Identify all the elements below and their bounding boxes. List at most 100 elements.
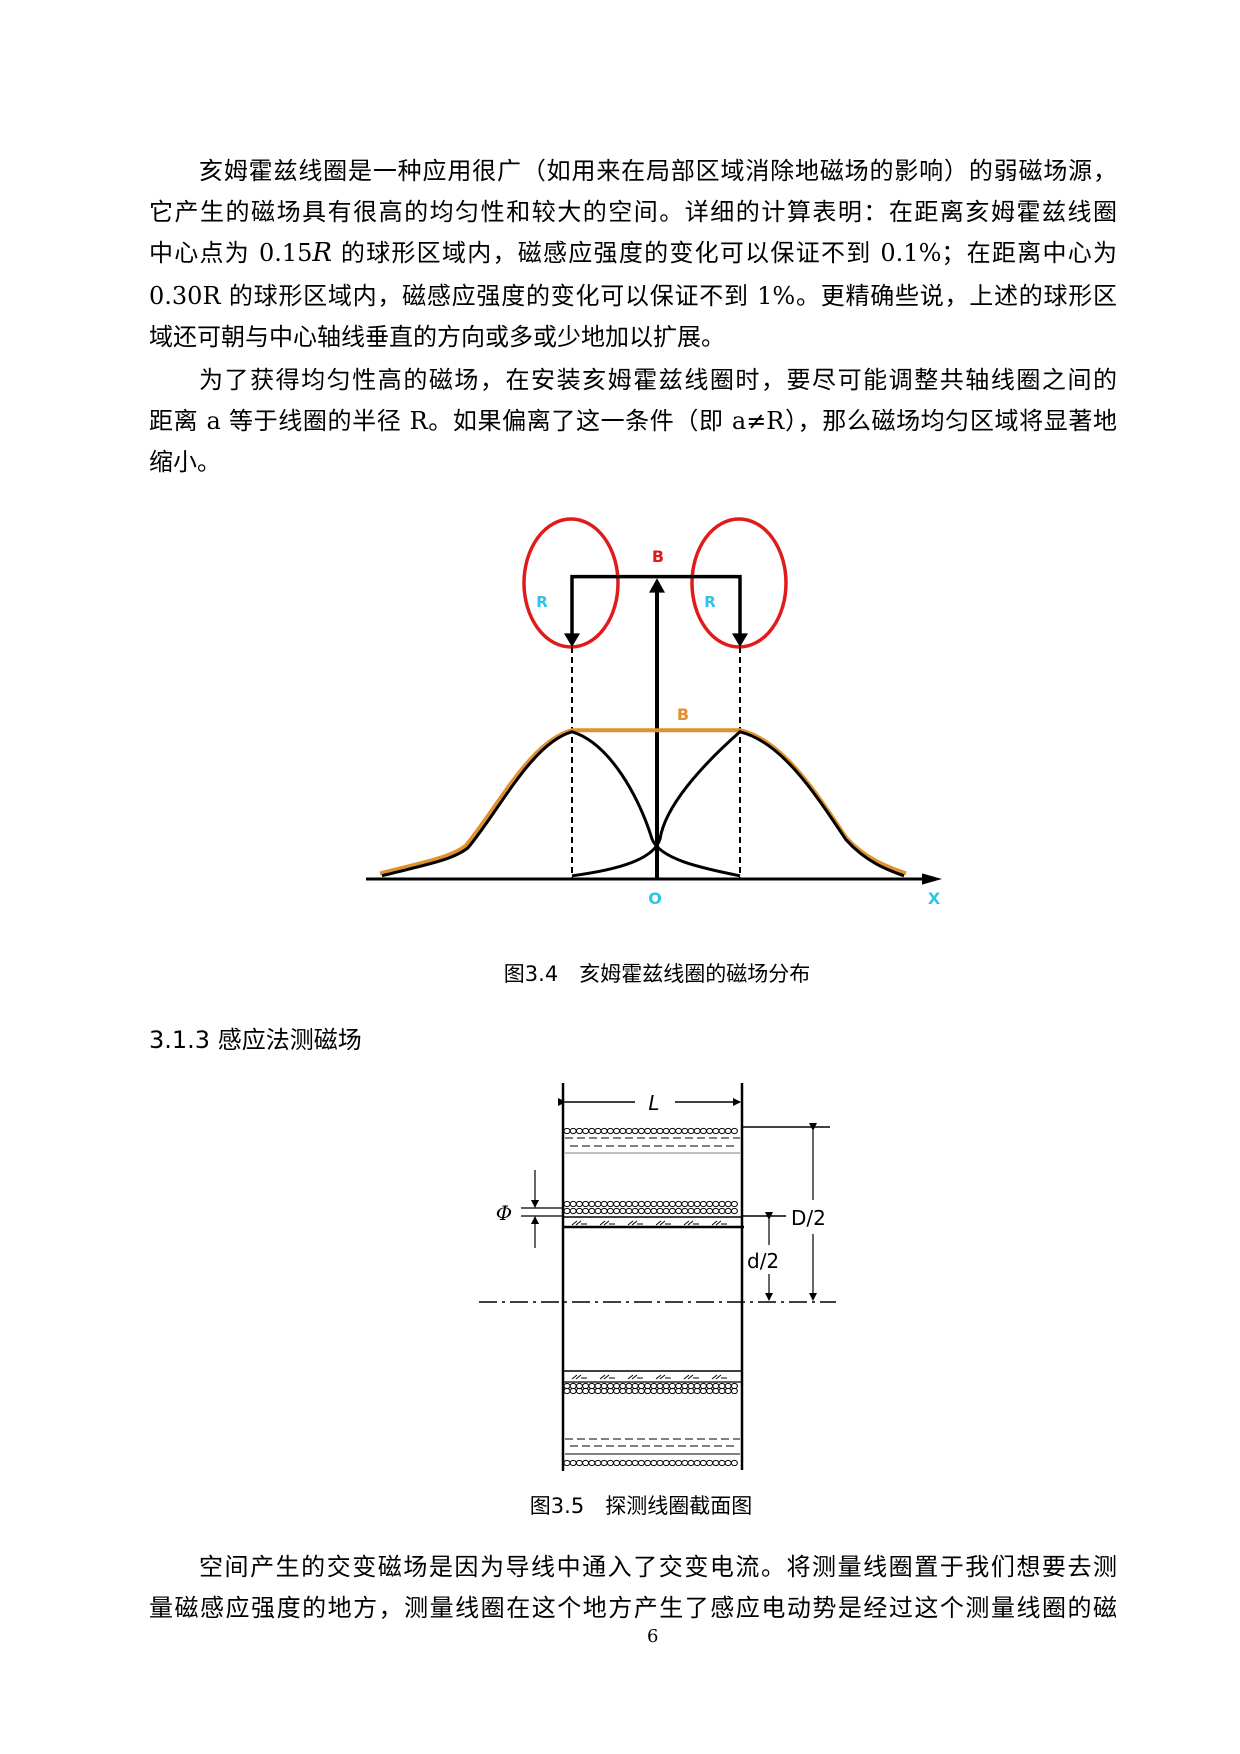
wire-turn xyxy=(706,1127,714,1135)
label-b-curve: B xyxy=(677,705,689,724)
wire-turn xyxy=(656,1207,664,1215)
wire-turn xyxy=(563,1207,571,1215)
paragraph-line: 域还可朝与中心轴线垂直的方向或多或少地加以扩展。 xyxy=(149,323,725,351)
wire-turn xyxy=(712,1200,720,1208)
wire-turn xyxy=(706,1459,714,1467)
paragraph-line: 为了获得均匀性高的磁场，在安装亥姆霍兹线圈时，要尽可能调整共轴线圈之间的 xyxy=(199,366,1117,394)
helmholtz-field-figure xyxy=(366,519,942,885)
wire-turn xyxy=(730,1387,738,1395)
wire-turn xyxy=(650,1382,658,1390)
wire-turn xyxy=(582,1382,590,1390)
wire-turn xyxy=(718,1382,726,1390)
wire-turn xyxy=(718,1207,726,1215)
wire-turn xyxy=(693,1127,701,1135)
wire-turn xyxy=(693,1387,701,1395)
wire-turn xyxy=(619,1207,627,1215)
wire-turn xyxy=(699,1207,707,1215)
wire-turn xyxy=(662,1207,670,1215)
wire-turn xyxy=(625,1459,633,1467)
wire-turn xyxy=(606,1459,614,1467)
wire-turn xyxy=(699,1200,707,1208)
wire-turn xyxy=(594,1459,602,1467)
paragraph-line: 中心点为 0.15R 的球形区域内，磁感应强度的变化可以保证不到 0.1%；在距… xyxy=(149,238,1117,268)
wire-turn xyxy=(575,1459,583,1467)
wire-turn xyxy=(662,1127,670,1135)
wire-turn xyxy=(575,1127,583,1135)
wire-turn xyxy=(600,1200,608,1208)
wire-turn xyxy=(569,1207,577,1215)
wire-turn xyxy=(675,1459,683,1467)
paragraph-line: 缩小。 xyxy=(149,448,221,476)
wire-turn xyxy=(675,1382,683,1390)
paragraph-line: 0.30R 的球形区域内，磁感应强度的变化可以保证不到 1%。更精确些说，上述的… xyxy=(149,282,1117,310)
wire-turn xyxy=(675,1127,683,1135)
wire-turn xyxy=(619,1200,627,1208)
wire-turn xyxy=(625,1207,633,1215)
wire-turn xyxy=(613,1127,621,1135)
wire-turn xyxy=(619,1382,627,1390)
label-b-top: B xyxy=(652,547,664,566)
hatch-mark xyxy=(599,1220,615,1226)
hatch-mark xyxy=(711,1374,727,1380)
wire-turn xyxy=(637,1382,645,1390)
paragraph-line: 亥姆霍兹线圈是一种应用很广（如用来在局部区域消除地磁场的影响）的弱磁场源， xyxy=(199,157,1117,185)
hatch-mark xyxy=(683,1220,699,1226)
wire-turn xyxy=(724,1382,732,1390)
wire-turn xyxy=(594,1387,602,1395)
wire-turn xyxy=(575,1387,583,1395)
wire-turn xyxy=(569,1382,577,1390)
wire-turn xyxy=(662,1387,670,1395)
wire-turn xyxy=(681,1459,689,1467)
wire-turn xyxy=(600,1127,608,1135)
wire-turn xyxy=(662,1382,670,1390)
wire-turn xyxy=(724,1127,732,1135)
paragraph-line: 空间产生的交变磁场是因为导线中通入了交变电流。将测量线圈置于我们想要去测 xyxy=(199,1553,1117,1581)
wire-turn xyxy=(699,1127,707,1135)
wire-turn xyxy=(619,1387,627,1395)
wire-turn xyxy=(730,1200,738,1208)
label-r-left: R xyxy=(536,593,548,611)
hatch-mark xyxy=(655,1220,671,1226)
field-curve-black xyxy=(572,732,904,876)
wire-turn xyxy=(625,1127,633,1135)
wire-turn xyxy=(644,1207,652,1215)
label-r-right: R xyxy=(704,593,716,611)
wire-turn xyxy=(588,1127,596,1135)
text: 的球形区域内，磁感应强度的变化可以保证不到 0.1%；在距离中心为 xyxy=(331,239,1117,267)
hatch-mark xyxy=(683,1374,699,1380)
wire-turn xyxy=(600,1459,608,1467)
hatch-mark xyxy=(627,1220,643,1226)
wire-turn xyxy=(582,1200,590,1208)
page-number: 6 xyxy=(647,1626,659,1647)
wire-turn xyxy=(668,1200,676,1208)
wire-turn xyxy=(582,1459,590,1467)
figure-caption: 图3.4 亥姆霍兹线圈的磁场分布 xyxy=(503,962,811,986)
wire-turn xyxy=(631,1207,639,1215)
wire-turn xyxy=(563,1200,571,1208)
hatch-mark xyxy=(711,1220,727,1226)
wire-turn xyxy=(693,1459,701,1467)
wire-turn xyxy=(650,1127,658,1135)
paragraph-line: 距离 a 等于线圈的半径 R。如果偏离了这一条件（即 a≠R），那么磁场均匀区域… xyxy=(149,407,1117,435)
wire-turn xyxy=(631,1200,639,1208)
wire-turn xyxy=(644,1127,652,1135)
wire-turn xyxy=(662,1200,670,1208)
wire-turn xyxy=(582,1387,590,1395)
wire-turn xyxy=(693,1207,701,1215)
label-inner-radius: d/2 xyxy=(747,1249,779,1273)
wire-turn xyxy=(600,1207,608,1215)
wire-turn xyxy=(687,1127,695,1135)
wire-turn xyxy=(606,1207,614,1215)
wire-turn xyxy=(569,1127,577,1135)
label-origin: O xyxy=(648,889,662,908)
wire-turn xyxy=(594,1200,602,1208)
wire-turn xyxy=(600,1382,608,1390)
wire-turn xyxy=(675,1207,683,1215)
wire-turn xyxy=(606,1127,614,1135)
wire-turn xyxy=(656,1127,664,1135)
label-length: L xyxy=(648,1091,659,1115)
wire-turn xyxy=(724,1459,732,1467)
wire-turn xyxy=(569,1200,577,1208)
label-wire-diameter: Φ xyxy=(496,1201,512,1225)
wire-turn xyxy=(681,1382,689,1390)
